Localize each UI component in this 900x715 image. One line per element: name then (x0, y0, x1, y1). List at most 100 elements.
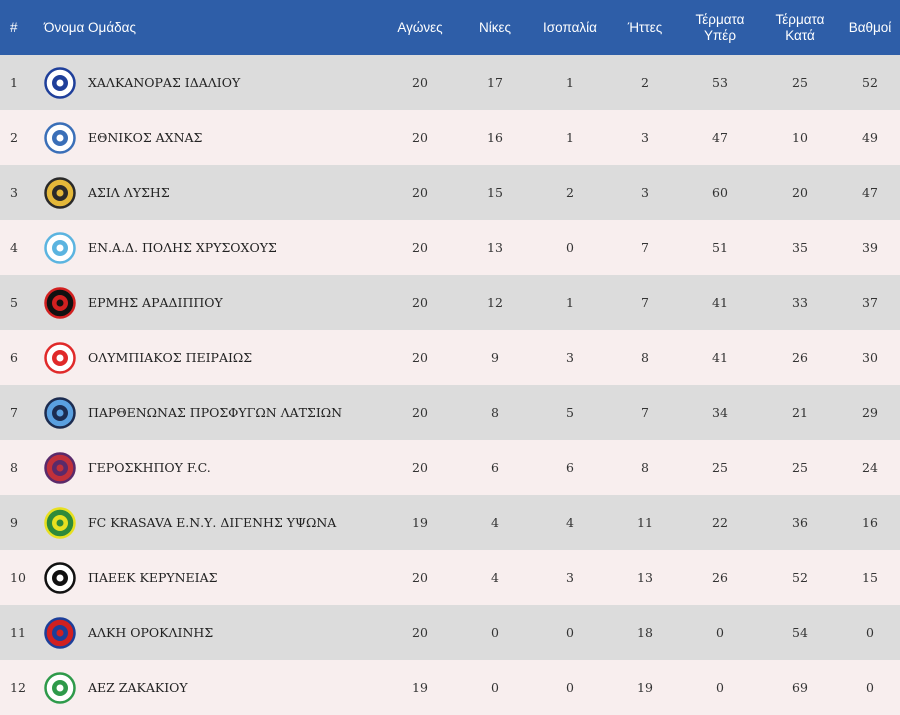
table-row: 1 ΧΑΛΚΑΝΟΡΑΣ ΙΔΑΛΙΟΥ 20 17 1 2 53 25 52 (0, 55, 900, 110)
team-entry[interactable]: ΟΛΥΜΠΙΑΚΟΣ ΠΕΙΡΑΙΩΣ (44, 341, 380, 374)
goals-against-cell: 52 (792, 570, 808, 585)
header-wins[interactable]: Νίκες (478, 19, 512, 35)
enad-logo (44, 231, 76, 264)
goals-for-cell: 53 (712, 75, 728, 90)
team-cell[interactable]: ΠΑΡΘΕΝΩΝΑΣ ΠΡΟΣΦΥΓΩΝ ΛΑΤΣΙΩΝ (40, 385, 380, 440)
geroskipou-logo (44, 451, 76, 484)
team-name[interactable]: FC KRASAVA Ε.Ν.Υ. ΔΙΓΕΝΗΣ ΥΨΩΝΑ (88, 515, 337, 530)
wins-cell: 8 (491, 405, 499, 420)
team-entry[interactable]: ΑΣΙΛ ΛΥΣΗΣ (44, 176, 380, 209)
played-cell: 19 (412, 515, 428, 530)
draws-cell: 5 (566, 405, 574, 420)
wins-cell: 17 (487, 75, 503, 90)
table-body: 1 ΧΑΛΚΑΝΟΡΑΣ ΙΔΑΛΙΟΥ 20 17 1 2 53 25 52 2 ΕΘΝΙΚΟΣ … (0, 55, 900, 715)
header-goals-against[interactable]: Τέρματα Κατά (775, 11, 825, 43)
team-name[interactable]: ΠΑΕΕΚ ΚΕΡΥΝΕΙΑΣ (88, 570, 218, 585)
team-entry[interactable]: ΕΝ.Α.Δ. ΠΟΛΗΣ ΧΡΥΣΟΧΟΥΣ (44, 231, 380, 264)
team-cell[interactable]: ΑΣΙΛ ΛΥΣΗΣ (40, 165, 380, 220)
team-entry[interactable]: ΑΕΖ ΖΑΚΑΚΙΟΥ (44, 671, 380, 704)
played-cell: 19 (412, 680, 428, 695)
rank-cell: 10 (10, 570, 26, 585)
wins-cell: 15 (487, 185, 503, 200)
header-points[interactable]: Βαθμοί (848, 19, 892, 35)
team-name[interactable]: ΟΛΥΜΠΙΑΚΟΣ ΠΕΙΡΑΙΩΣ (88, 350, 253, 365)
table-row: 8 ΓΕΡΟΣΚΗΠΟΥ F.C. 20 6 6 8 25 25 24 (0, 440, 900, 495)
team-name[interactable]: ΓΕΡΟΣΚΗΠΟΥ F.C. (88, 460, 211, 475)
points-cell: 49 (862, 130, 878, 145)
team-name[interactable]: ΑΕΖ ΖΑΚΑΚΙΟΥ (88, 680, 188, 695)
team-cell[interactable]: ΕΘΝΙΚΟΣ ΑΧΝΑΣ (40, 110, 380, 165)
header-played[interactable]: Αγώνες (397, 19, 443, 35)
rank-cell: 12 (10, 680, 26, 695)
team-name[interactable]: ΕΘΝΙΚΟΣ ΑΧΝΑΣ (88, 130, 203, 145)
played-cell: 20 (412, 185, 428, 200)
points-cell: 0 (866, 680, 874, 695)
team-cell[interactable]: ΓΕΡΟΣΚΗΠΟΥ F.C. (40, 440, 380, 495)
draws-cell: 6 (566, 460, 574, 475)
rank-cell: 3 (10, 185, 18, 200)
team-cell[interactable]: ΕΝ.Α.Δ. ΠΟΛΗΣ ΧΡΥΣΟΧΟΥΣ (40, 220, 380, 275)
wins-cell: 13 (487, 240, 503, 255)
goals-for-cell: 41 (712, 295, 728, 310)
header-draws[interactable]: Ισοπαλία (543, 19, 597, 35)
table-row: 4 ΕΝ.Α.Δ. ΠΟΛΗΣ ΧΡΥΣΟΧΟΥΣ 20 13 0 7 51 35 39 (0, 220, 900, 275)
parthenonas-logo (44, 396, 76, 429)
krasava-logo (44, 506, 76, 539)
goals-for-cell: 25 (712, 460, 728, 475)
team-cell[interactable]: ΑΕΖ ΖΑΚΑΚΙΟΥ (40, 660, 380, 715)
rank-cell: 5 (10, 295, 18, 310)
goals-for-cell: 41 (712, 350, 728, 365)
table-row: 2 ΕΘΝΙΚΟΣ ΑΧΝΑΣ 20 16 1 3 47 10 49 (0, 110, 900, 165)
table-row: 10 ΠΑΕΕΚ ΚΕΡΥΝΕΙΑΣ 20 4 3 13 26 52 15 (0, 550, 900, 605)
goals-for-cell: 22 (712, 515, 728, 530)
goals-against-cell: 69 (792, 680, 808, 695)
wins-cell: 4 (491, 570, 499, 585)
header-goals-for[interactable]: Τέρματα Υπέρ (695, 11, 745, 43)
header-losses[interactable]: Ήττες (627, 19, 663, 35)
draws-cell: 1 (566, 295, 574, 310)
header-team[interactable]: Όνομα Ομάδας (44, 19, 136, 35)
team-entry[interactable]: ΧΑΛΚΑΝΟΡΑΣ ΙΔΑΛΙΟΥ (44, 66, 380, 99)
team-cell[interactable]: ΠΑΕΕΚ ΚΕΡΥΝΕΙΑΣ (40, 550, 380, 605)
losses-cell: 11 (637, 515, 653, 530)
team-name[interactable]: ΕΡΜΗΣ ΑΡΑΔΙΠΠΟΥ (88, 295, 223, 310)
points-cell: 16 (862, 515, 878, 530)
team-name[interactable]: ΕΝ.Α.Δ. ΠΟΛΗΣ ΧΡΥΣΟΧΟΥΣ (88, 240, 277, 255)
goals-for-cell: 51 (712, 240, 728, 255)
goals-against-cell: 10 (792, 130, 808, 145)
team-entry[interactable]: ΠΑΕΕΚ ΚΕΡΥΝΕΙΑΣ (44, 561, 380, 594)
team-cell[interactable]: ΧΑΛΚΑΝΟΡΑΣ ΙΔΑΛΙΟΥ (40, 55, 380, 110)
rank-cell: 8 (10, 460, 18, 475)
team-entry[interactable]: ΕΡΜΗΣ ΑΡΑΔΙΠΠΟΥ (44, 286, 380, 319)
team-entry[interactable]: ΠΑΡΘΕΝΩΝΑΣ ΠΡΟΣΦΥΓΩΝ ΛΑΤΣΙΩΝ (44, 396, 380, 429)
points-cell: 47 (862, 185, 878, 200)
team-cell[interactable]: ΟΛΥΜΠΙΑΚΟΣ ΠΕΙΡΑΙΩΣ (40, 330, 380, 385)
team-cell[interactable]: ΕΡΜΗΣ ΑΡΑΔΙΠΠΟΥ (40, 275, 380, 330)
wins-cell: 0 (491, 680, 499, 695)
team-entry[interactable]: ΓΕΡΟΣΚΗΠΟΥ F.C. (44, 451, 380, 484)
played-cell: 20 (412, 75, 428, 90)
team-entry[interactable]: ΑΛΚΗ ΟΡΟΚΛΙΝΗΣ (44, 616, 380, 649)
team-name[interactable]: ΑΣΙΛ ΛΥΣΗΣ (88, 185, 170, 200)
points-cell: 39 (862, 240, 878, 255)
goals-for-cell: 26 (712, 570, 728, 585)
team-cell[interactable]: FC KRASAVA Ε.Ν.Υ. ΔΙΓΕΝΗΣ ΥΨΩΝΑ (40, 495, 380, 550)
goals-against-cell: 21 (792, 405, 808, 420)
team-name[interactable]: ΧΑΛΚΑΝΟΡΑΣ ΙΔΑΛΙΟΥ (88, 75, 241, 90)
paeek-logo (44, 561, 76, 594)
table-row: 9 FC KRASAVA Ε.Ν.Υ. ΔΙΓΕΝΗΣ ΥΨΩΝΑ 19 4 4 11 22… (0, 495, 900, 550)
played-cell: 20 (412, 460, 428, 475)
team-entry[interactable]: ΕΘΝΙΚΟΣ ΑΧΝΑΣ (44, 121, 380, 154)
team-name[interactable]: ΠΑΡΘΕΝΩΝΑΣ ΠΡΟΣΦΥΓΩΝ ΛΑΤΣΙΩΝ (88, 405, 343, 420)
losses-cell: 7 (641, 240, 649, 255)
rank-cell: 6 (10, 350, 18, 365)
olympiakos-logo (44, 341, 76, 374)
team-entry[interactable]: FC KRASAVA Ε.Ν.Υ. ΔΙΓΕΝΗΣ ΥΨΩΝΑ (44, 506, 380, 539)
draws-cell: 0 (566, 680, 574, 695)
losses-cell: 3 (641, 130, 649, 145)
team-cell[interactable]: ΑΛΚΗ ΟΡΟΚΛΙΝΗΣ (40, 605, 380, 660)
played-cell: 20 (412, 130, 428, 145)
header-rank[interactable]: # (10, 19, 18, 35)
points-cell: 0 (866, 625, 874, 640)
team-name[interactable]: ΑΛΚΗ ΟΡΟΚΛΙΝΗΣ (88, 625, 214, 640)
